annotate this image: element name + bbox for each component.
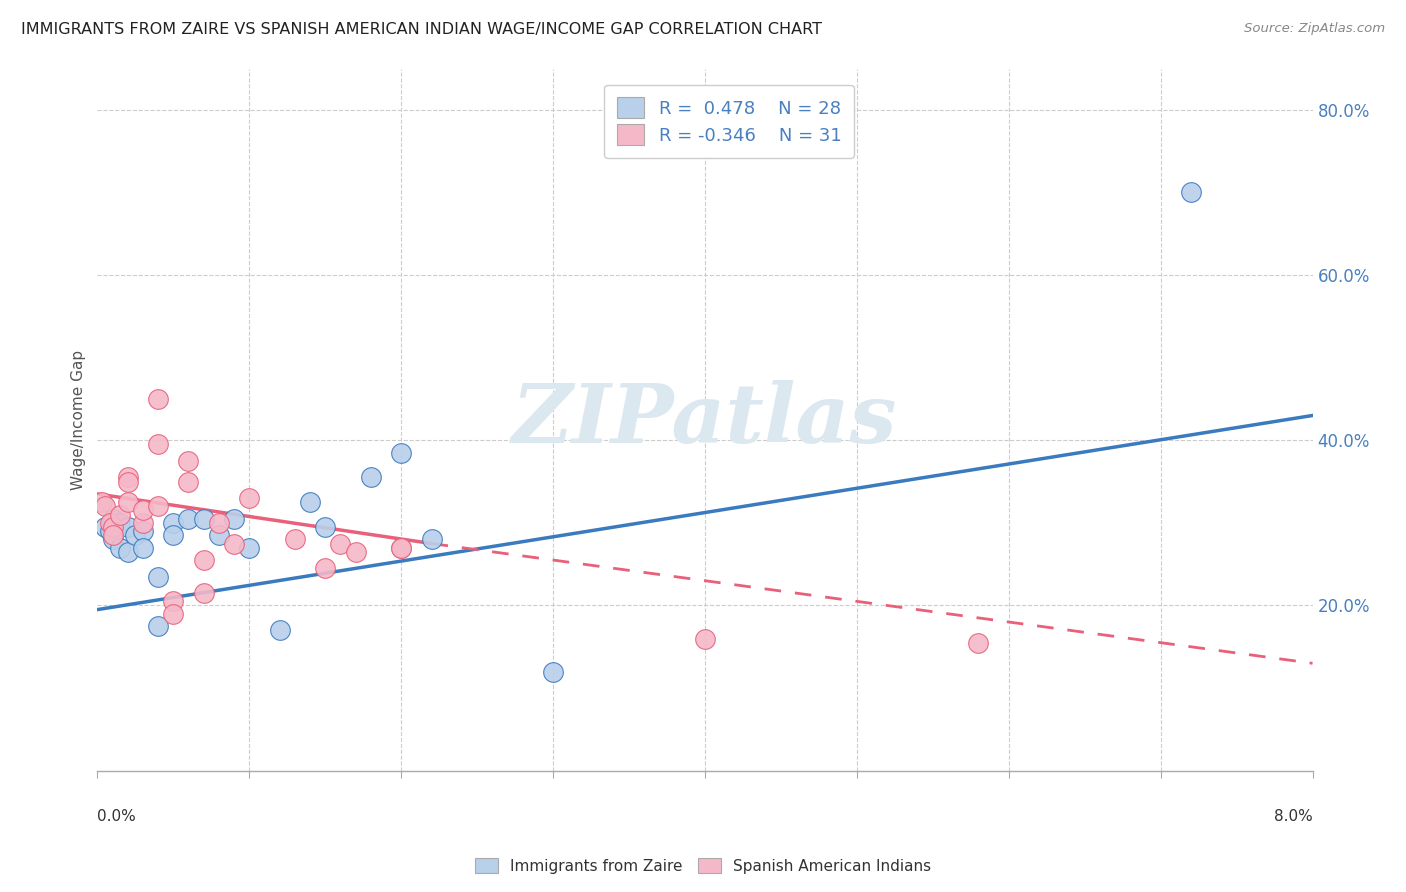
Point xyxy=(208,528,231,542)
Point xyxy=(98,516,121,530)
Point xyxy=(146,619,169,633)
Point xyxy=(94,520,117,534)
Point xyxy=(193,512,215,526)
Point xyxy=(132,503,155,517)
Point xyxy=(389,445,412,459)
Point xyxy=(146,569,169,583)
Point xyxy=(98,524,121,538)
Text: IMMIGRANTS FROM ZAIRE VS SPANISH AMERICAN INDIAN WAGE/INCOME GAP CORRELATION CHA: IMMIGRANTS FROM ZAIRE VS SPANISH AMERICA… xyxy=(21,22,823,37)
Legend: Immigrants from Zaire, Spanish American Indians: Immigrants from Zaire, Spanish American … xyxy=(468,852,938,880)
Point xyxy=(162,594,184,608)
Point xyxy=(693,632,716,646)
Point xyxy=(132,541,155,555)
Text: Source: ZipAtlas.com: Source: ZipAtlas.com xyxy=(1244,22,1385,36)
Point xyxy=(329,536,352,550)
Point xyxy=(146,500,169,514)
Point xyxy=(269,624,291,638)
Point xyxy=(108,516,131,530)
Point xyxy=(193,586,215,600)
Point xyxy=(117,520,139,534)
Point xyxy=(101,528,124,542)
Point xyxy=(101,533,124,547)
Point xyxy=(208,516,231,530)
Point xyxy=(117,470,139,484)
Point xyxy=(177,454,200,468)
Point xyxy=(389,541,412,555)
Point xyxy=(177,512,200,526)
Point xyxy=(162,528,184,542)
Point xyxy=(124,528,146,542)
Point xyxy=(238,541,260,555)
Point xyxy=(108,508,131,522)
Point xyxy=(94,500,117,514)
Point xyxy=(108,541,131,555)
Point xyxy=(344,545,367,559)
Point xyxy=(541,665,564,679)
Point xyxy=(193,553,215,567)
Point xyxy=(101,512,124,526)
Text: 8.0%: 8.0% xyxy=(1274,809,1313,824)
Point xyxy=(117,545,139,559)
Text: 0.0%: 0.0% xyxy=(97,809,136,824)
Point xyxy=(967,635,990,649)
Y-axis label: Wage/Income Gap: Wage/Income Gap xyxy=(72,350,86,490)
Point xyxy=(132,524,155,538)
Text: ZIPatlas: ZIPatlas xyxy=(512,380,897,459)
Point xyxy=(284,533,307,547)
Point xyxy=(389,541,412,555)
Point xyxy=(117,475,139,489)
Point xyxy=(177,475,200,489)
Point xyxy=(132,516,155,530)
Point xyxy=(162,516,184,530)
Point xyxy=(238,491,260,505)
Point xyxy=(117,495,139,509)
Point xyxy=(162,607,184,621)
Point xyxy=(146,392,169,406)
Point xyxy=(222,512,245,526)
Point xyxy=(360,470,382,484)
Point xyxy=(146,437,169,451)
Point xyxy=(1180,186,1202,200)
Point xyxy=(420,533,443,547)
Legend: R =  0.478    N = 28, R = -0.346    N = 31: R = 0.478 N = 28, R = -0.346 N = 31 xyxy=(605,85,853,158)
Point xyxy=(222,536,245,550)
Point xyxy=(314,520,336,534)
Point xyxy=(298,495,321,509)
Point xyxy=(314,561,336,575)
Point xyxy=(90,495,112,509)
Point xyxy=(101,520,124,534)
